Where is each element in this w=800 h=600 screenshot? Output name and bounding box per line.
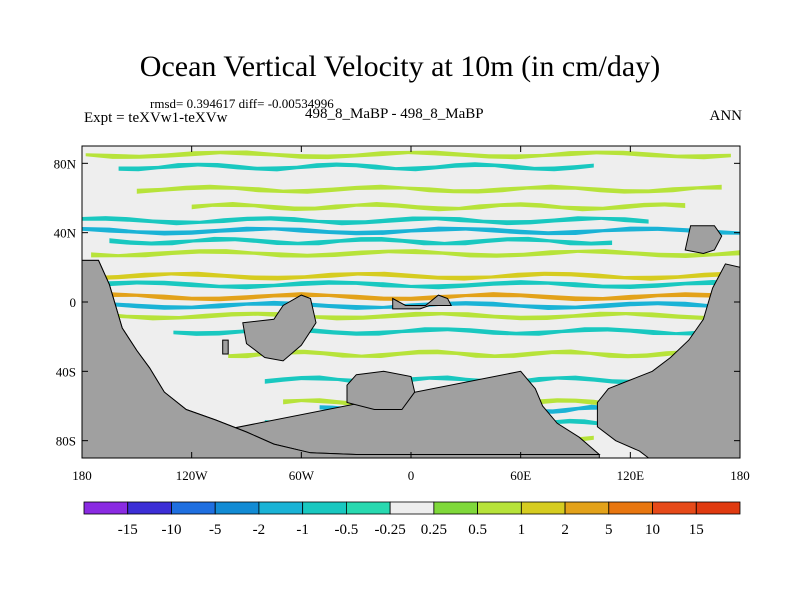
colorbar-label: -10 [161, 522, 181, 538]
colorbar-swatch [302, 501, 347, 515]
y-tick-label: 40S [56, 364, 76, 379]
colorbar-swatch [652, 501, 697, 515]
contour-band [85, 150, 731, 160]
colorbar-swatch [214, 501, 260, 515]
x-tick-label: 180 [72, 468, 92, 483]
colorbar-swatch [433, 501, 479, 515]
land-island-b [346, 370, 416, 410]
colorbar-swatch [477, 501, 522, 515]
colorbar-swatch [520, 501, 566, 515]
chart-title: Ocean Vertical Velocity at 10m (in cm/da… [139, 50, 661, 83]
x-tick-label: 60E [510, 468, 531, 483]
contour-band [136, 184, 722, 194]
colorbar-swatch [127, 501, 172, 515]
colorbar-label: -0.5 [335, 522, 359, 538]
colorbar-label: 2 [561, 522, 569, 538]
y-tick-label: 40N [54, 226, 77, 241]
season-label: ANN [709, 108, 743, 124]
colorbar-label: 5 [605, 522, 613, 538]
contour-band [109, 236, 613, 246]
x-tick-label: 0 [408, 468, 415, 483]
contour-band [118, 162, 594, 172]
colorbar-label: -1 [296, 522, 309, 538]
x-tick-label: 180 [730, 468, 750, 483]
axes: 180 120W 60W 0 60E 120E 180 80N 40N 0 40S 80S [54, 146, 750, 483]
plot-area [82, 146, 740, 458]
contour-band [82, 280, 740, 290]
colorbar-swatch [258, 501, 304, 515]
colorbar-swatch [83, 501, 129, 515]
colorbar-swatch [389, 501, 435, 515]
colorbar-label: 10 [645, 522, 660, 538]
contour-band [91, 271, 731, 281]
land-east-continent [596, 263, 740, 458]
land-west-continent-base [82, 259, 600, 458]
y-tick-label: 80N [54, 156, 77, 171]
contour-band [100, 311, 731, 321]
land-island-a [242, 294, 317, 362]
colorbar-label: 1 [518, 522, 526, 538]
x-tick-label: 60W [289, 468, 315, 483]
y-tick-label: 80S [56, 434, 76, 449]
stats-line: rmsd= 0.394617 diff= -0.00534996 [150, 96, 334, 111]
colorbar-label: -15 [118, 522, 138, 538]
case-label: 498_8_MaBP - 498_8_MaBP [305, 106, 484, 122]
colorbar-swatch [345, 501, 391, 515]
colorbar-swatch [564, 501, 610, 515]
colorbar-label: -0.25 [375, 522, 406, 538]
colorbar-label: 0.5 [468, 522, 487, 538]
contour-band [82, 216, 649, 226]
experiment-label: Expt = teXVw1-teXVw [84, 110, 228, 126]
colorbar-label: 0.25 [421, 522, 447, 538]
contour-band [191, 202, 686, 212]
colorbar-swatch [171, 501, 216, 515]
contour-band [91, 249, 740, 258]
land-island-e [222, 339, 229, 355]
y-tick-label: 0 [70, 295, 77, 310]
colorbar: -15 -10 -5 -2 -1 -0.5 -0.25 0.25 0.5 1 2 5 10 15 [83, 501, 741, 538]
colorbar-swatch [608, 501, 653, 515]
x-tick-label: 120W [176, 468, 209, 483]
colorbar-label: -5 [209, 522, 222, 538]
contour-band [82, 292, 740, 302]
colorbar-label: 15 [689, 522, 704, 538]
x-tick-label: 120E [617, 468, 645, 483]
land-island-c [392, 294, 453, 310]
contour-band [82, 226, 740, 236]
contour-band [228, 349, 686, 359]
colorbar-label: -2 [253, 522, 266, 538]
land-island-d [684, 225, 723, 255]
colorbar-swatch [695, 501, 741, 515]
